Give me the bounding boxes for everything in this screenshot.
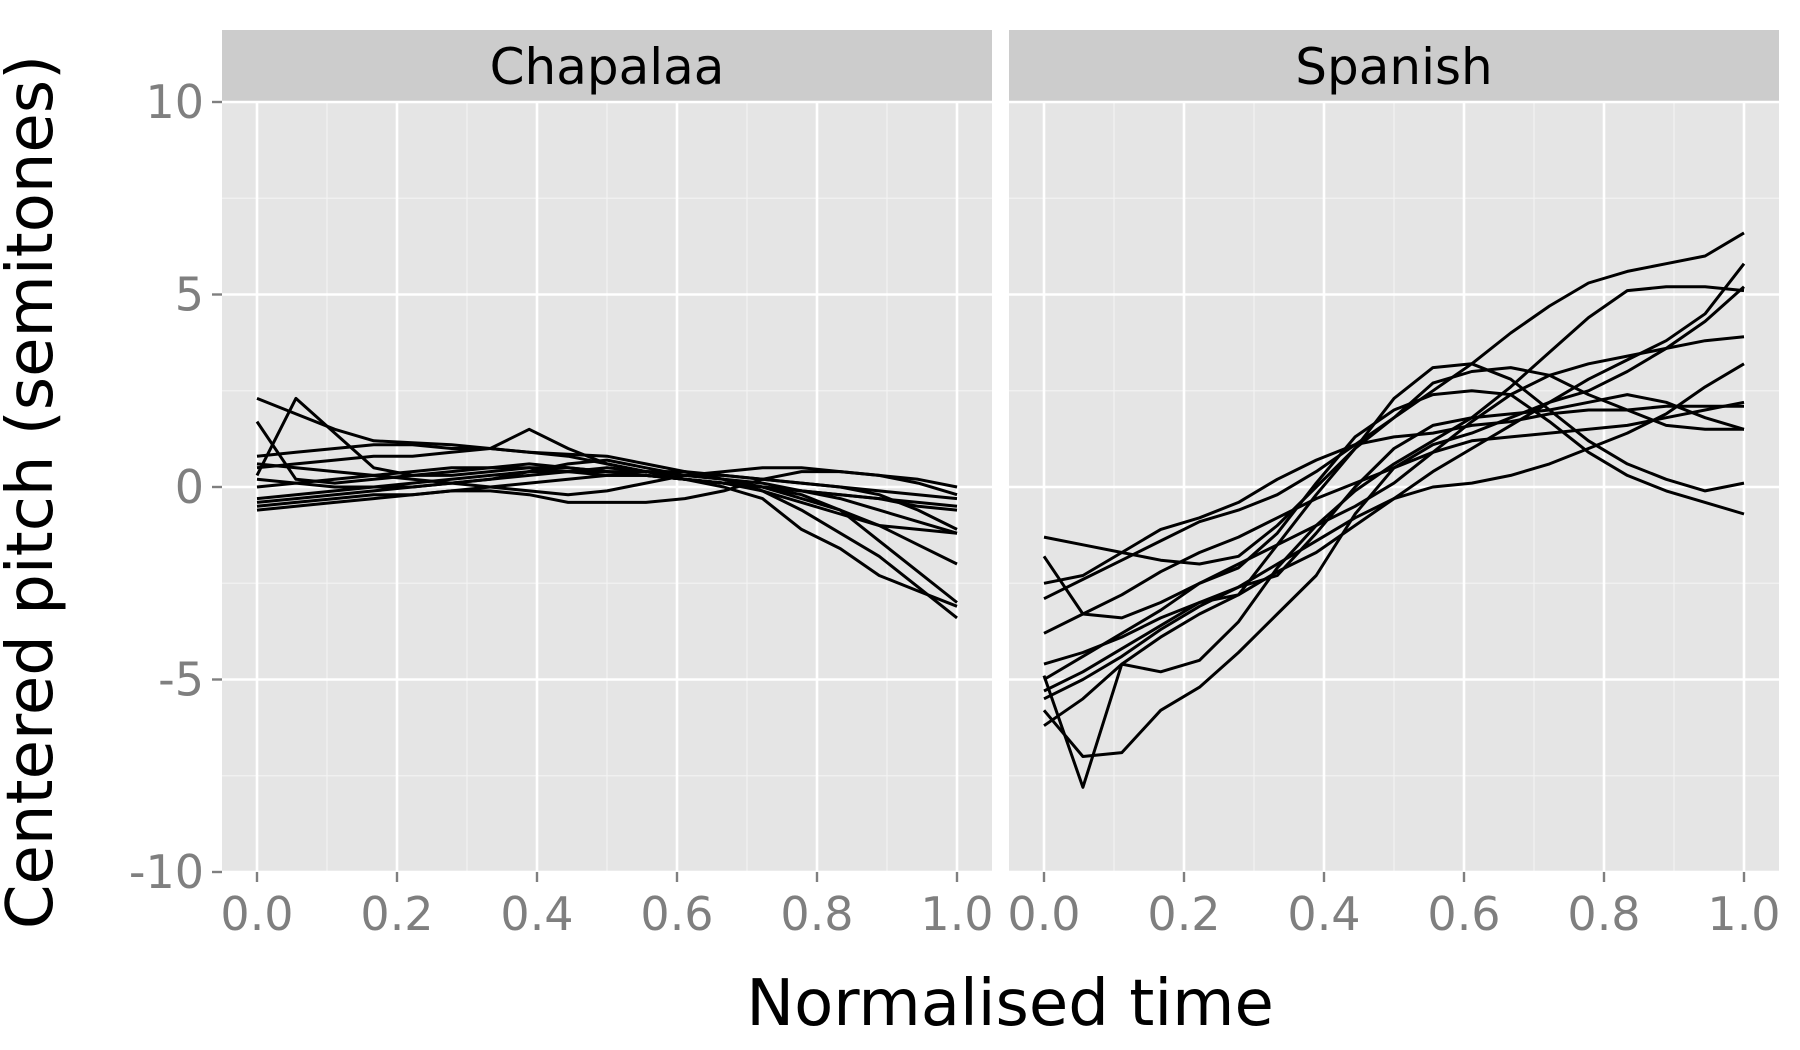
- x-tick-label: 0.0: [220, 887, 293, 941]
- facet-strip: [222, 30, 992, 102]
- series-line-9: [1042, 285, 1745, 758]
- x-tick-label: 0.4: [500, 887, 573, 941]
- series-line-10: [256, 470, 958, 504]
- x-tick-label: 0.2: [1147, 887, 1220, 941]
- facet-strip-label: Spanish: [1295, 38, 1492, 96]
- y-tick-label: -5: [158, 653, 204, 707]
- facet-panel-chapalaa: Chapalaa: [222, 30, 992, 874]
- y-axis-title: Centered pitch (semitones): [0, 55, 68, 929]
- facet-strip-label: Chapalaa: [490, 38, 725, 96]
- x-axis-title: Normalised time: [746, 967, 1274, 1041]
- x-tick-label: 0.2: [360, 887, 433, 941]
- series-line-12: [256, 462, 958, 497]
- series-line-6: [256, 427, 958, 566]
- x-tick-label: 1.0: [920, 887, 993, 941]
- series-line-11: [1042, 285, 1745, 789]
- y-tick-label: 10: [145, 75, 204, 129]
- x-tick-label: 0.6: [1427, 887, 1500, 941]
- x-tick-label: 0.6: [640, 887, 713, 941]
- x-tick-label: 0.8: [1567, 887, 1640, 941]
- y-tick-label: -10: [129, 845, 204, 899]
- series-line-4: [1043, 366, 1744, 601]
- y-tick-label: 5: [175, 268, 204, 322]
- facet-panel-spanish: Spanish: [1009, 30, 1779, 874]
- y-tick-label: 0: [175, 460, 204, 514]
- series-line-6: [1043, 362, 1745, 666]
- series-line-2: [1042, 335, 1745, 620]
- x-tick-label: 0.4: [1287, 887, 1360, 941]
- series-line-12: [1043, 362, 1745, 701]
- x-tick-label: 0.0: [1007, 887, 1080, 941]
- series-line-1: [256, 397, 958, 535]
- series-line-9: [256, 458, 958, 535]
- series-line-8: [1043, 393, 1745, 693]
- series-line-7: [1043, 389, 1745, 681]
- facet-strip: [1009, 30, 1779, 102]
- x-tick-label: 0.8: [780, 887, 853, 941]
- x-tick-label: 1.0: [1707, 887, 1780, 941]
